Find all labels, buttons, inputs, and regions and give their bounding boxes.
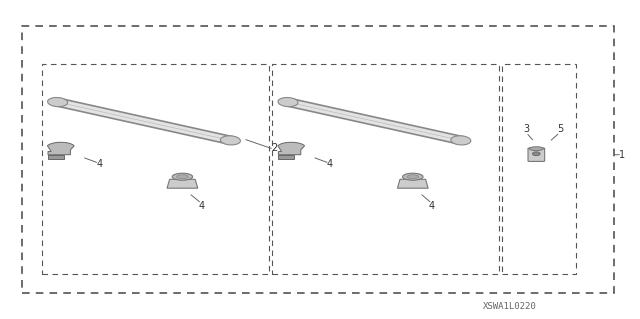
Bar: [42, 64, 269, 274]
Text: 4: 4: [198, 201, 205, 211]
Polygon shape: [48, 155, 64, 159]
Text: 2: 2: [271, 143, 277, 153]
Ellipse shape: [529, 147, 543, 151]
Ellipse shape: [278, 98, 298, 107]
Bar: [272, 64, 499, 274]
Ellipse shape: [220, 136, 241, 145]
Ellipse shape: [172, 173, 193, 180]
Text: 1: 1: [619, 150, 625, 160]
Polygon shape: [278, 142, 305, 155]
Ellipse shape: [407, 175, 419, 179]
Text: 4: 4: [96, 159, 102, 169]
Polygon shape: [278, 155, 294, 159]
Circle shape: [532, 152, 540, 156]
Polygon shape: [47, 142, 74, 155]
Bar: [22, 26, 614, 293]
Text: 5: 5: [557, 124, 563, 134]
Polygon shape: [54, 99, 234, 144]
Polygon shape: [285, 99, 464, 144]
Bar: [502, 64, 576, 274]
Polygon shape: [397, 179, 428, 188]
Ellipse shape: [451, 136, 471, 145]
Text: XSWA1L0220: XSWA1L0220: [483, 302, 537, 311]
Text: 4: 4: [326, 159, 333, 169]
Ellipse shape: [177, 175, 188, 179]
Text: 4: 4: [429, 201, 435, 211]
Text: 3: 3: [523, 124, 529, 134]
Ellipse shape: [403, 173, 423, 180]
Polygon shape: [167, 179, 198, 188]
Ellipse shape: [47, 98, 68, 107]
FancyBboxPatch shape: [528, 148, 545, 161]
